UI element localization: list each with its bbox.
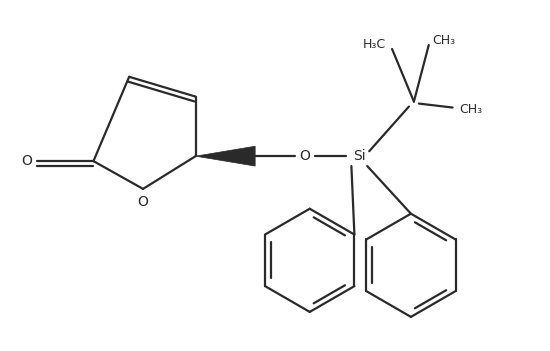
Polygon shape: [196, 146, 255, 166]
Text: CH₃: CH₃: [459, 103, 482, 116]
Text: H₃C: H₃C: [362, 38, 386, 51]
Text: O: O: [299, 149, 310, 163]
Text: CH₃: CH₃: [432, 34, 455, 47]
Text: O: O: [21, 154, 32, 168]
Text: O: O: [138, 195, 148, 209]
Text: Si: Si: [353, 149, 366, 163]
